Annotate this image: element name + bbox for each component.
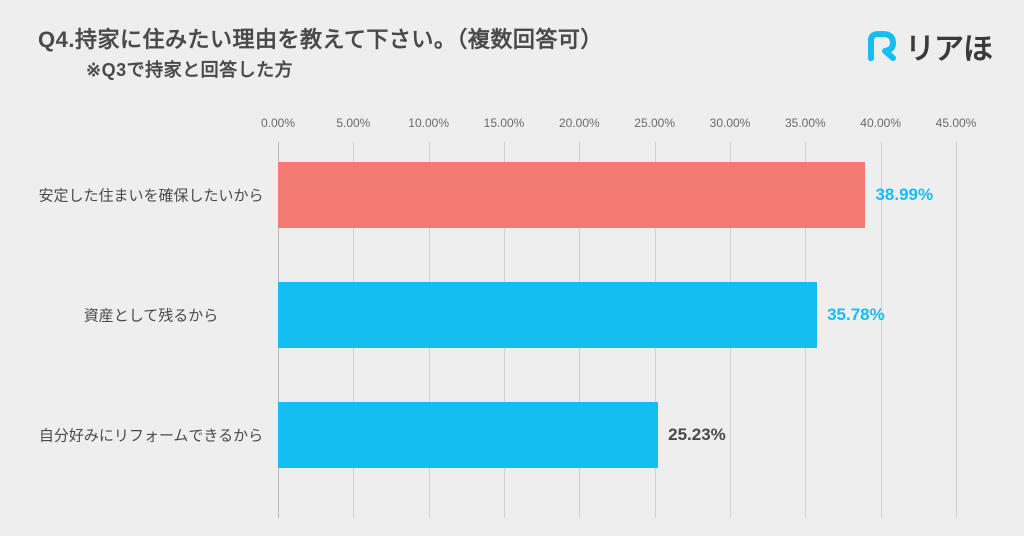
- x-tick: 0.00%: [261, 116, 295, 130]
- bar: 35.78%: [278, 282, 817, 348]
- bar-row: 自分好みにリフォームできるから25.23%: [278, 402, 956, 468]
- chart-title-sub: ※Q3で持家と回答した方: [86, 56, 986, 82]
- x-tick: 5.00%: [336, 116, 370, 130]
- logo-text: リアほ: [905, 24, 992, 68]
- chart-title-main: Q4.持家に住みたい理由を教えて下さい。（複数回答可）: [38, 22, 986, 54]
- x-tick: 25.00%: [634, 116, 675, 130]
- chart-header: Q4.持家に住みたい理由を教えて下さい。（複数回答可） ※Q3で持家と回答した方: [38, 22, 986, 82]
- bar-category-label: 資産として残るから: [38, 305, 278, 326]
- logo-icon: [863, 28, 899, 64]
- brand-logo: リアほ: [863, 24, 992, 68]
- bar-row: 安定した住まいを確保したいから38.99%: [278, 162, 956, 228]
- x-tick: 35.00%: [785, 116, 826, 130]
- x-tick: 20.00%: [559, 116, 600, 130]
- x-tick: 15.00%: [484, 116, 525, 130]
- bar-category-label: 自分好みにリフォームできるから: [38, 425, 278, 446]
- plot-area: 安定した住まいを確保したいから38.99% 資産として残るから35.78% 自分好み…: [278, 142, 956, 518]
- x-tick: 45.00%: [936, 116, 977, 130]
- bar: 38.99%: [278, 162, 865, 228]
- bar-value-label: 38.99%: [875, 185, 933, 205]
- x-tick: 30.00%: [710, 116, 751, 130]
- x-tick: 40.00%: [860, 116, 901, 130]
- bar-row: 資産として残るから35.78%: [278, 282, 956, 348]
- bar-value-label: 25.23%: [668, 425, 726, 445]
- x-axis-ticks: 0.00%5.00%10.00%15.00%20.00%25.00%30.00%…: [278, 110, 956, 142]
- bar-value-label: 35.78%: [827, 305, 885, 325]
- x-tick: 10.00%: [408, 116, 449, 130]
- bar-category-label: 安定した住まいを確保したいから: [38, 185, 278, 206]
- bar: 25.23%: [278, 402, 658, 468]
- bar-chart: 0.00% 5.00% 10.00% 15.00% 20.00% 25.00% 30.00%…: [38, 110, 986, 518]
- grid-line: [956, 142, 957, 518]
